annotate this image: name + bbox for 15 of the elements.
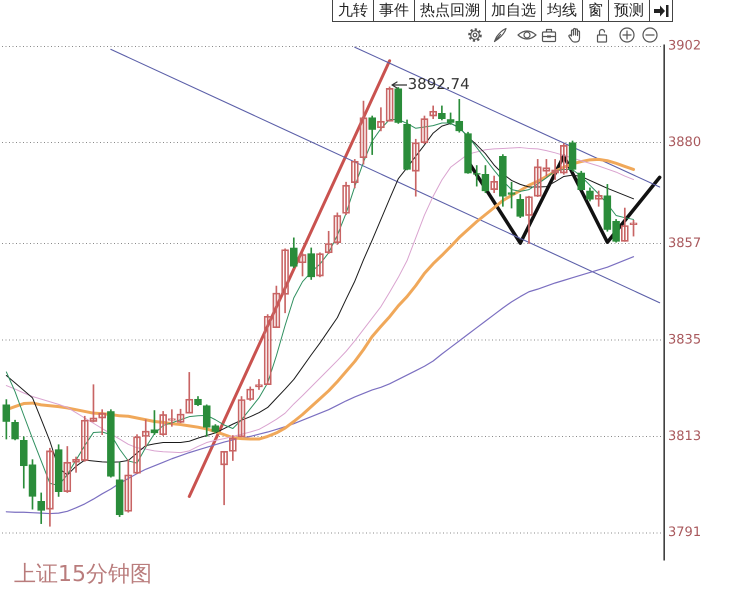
y-tick-label: 3902 — [668, 38, 702, 54]
y-tick-label: 3791 — [668, 525, 702, 540]
y-tick-label: 3880 — [668, 135, 702, 150]
text: 热点回溯 — [414, 0, 485, 21]
text: 窗 — [582, 0, 608, 21]
candlestick — [150, 410, 158, 435]
text: 上证15分钟图 — [14, 561, 152, 589]
text: 加自选 — [485, 0, 541, 21]
text: 事件 — [373, 0, 414, 21]
text: 预测 — [608, 0, 649, 21]
text: 均线 — [541, 0, 582, 21]
y-tick-label: 3857 — [668, 236, 702, 251]
y-tick-label: 3813 — [668, 428, 702, 444]
text: 九转 — [332, 0, 373, 21]
y-tick-label: 3835 — [668, 332, 702, 348]
